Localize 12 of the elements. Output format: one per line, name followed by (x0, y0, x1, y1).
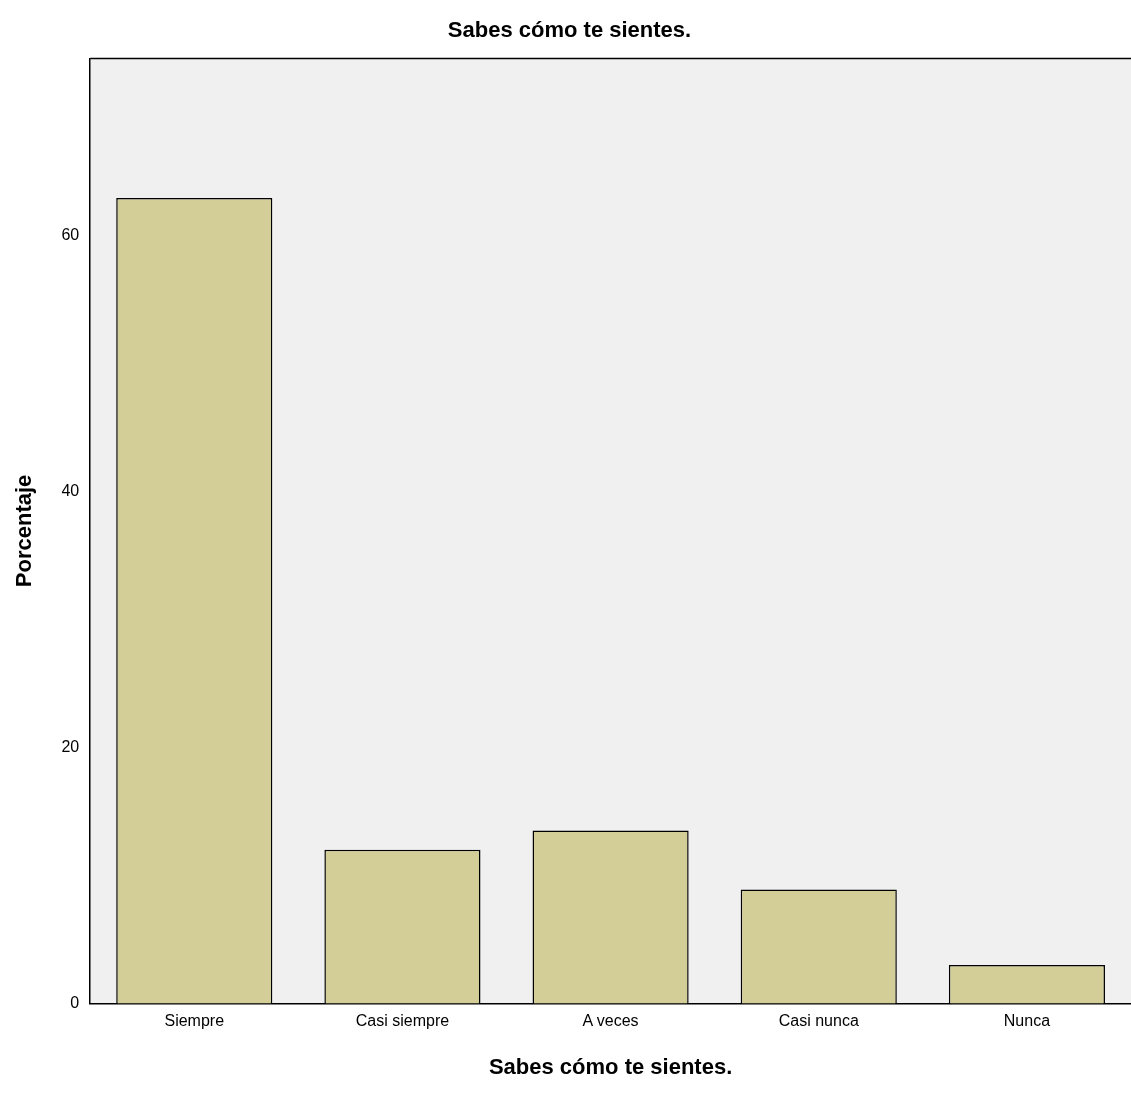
y-axis-title: Porcentaje (11, 474, 37, 588)
y-tick-label: 40 (61, 481, 80, 499)
x-axis-title: Sabes cómo te sientes. (488, 1053, 733, 1079)
y-tick-label: 20 (61, 737, 80, 755)
x-tick-label: A veces (582, 1012, 639, 1030)
x-tick-label: Casi siempre (355, 1012, 450, 1030)
y-tick-label: 60 (61, 225, 80, 243)
x-tick-label: Siempre (164, 1012, 225, 1030)
x-tick-label: Casi nunca (778, 1012, 859, 1030)
chart-title: Sabes cómo te sientes. (447, 17, 692, 43)
y-tick-label: 0 (70, 993, 80, 1011)
x-tick-label: Nunca (1003, 1012, 1051, 1030)
